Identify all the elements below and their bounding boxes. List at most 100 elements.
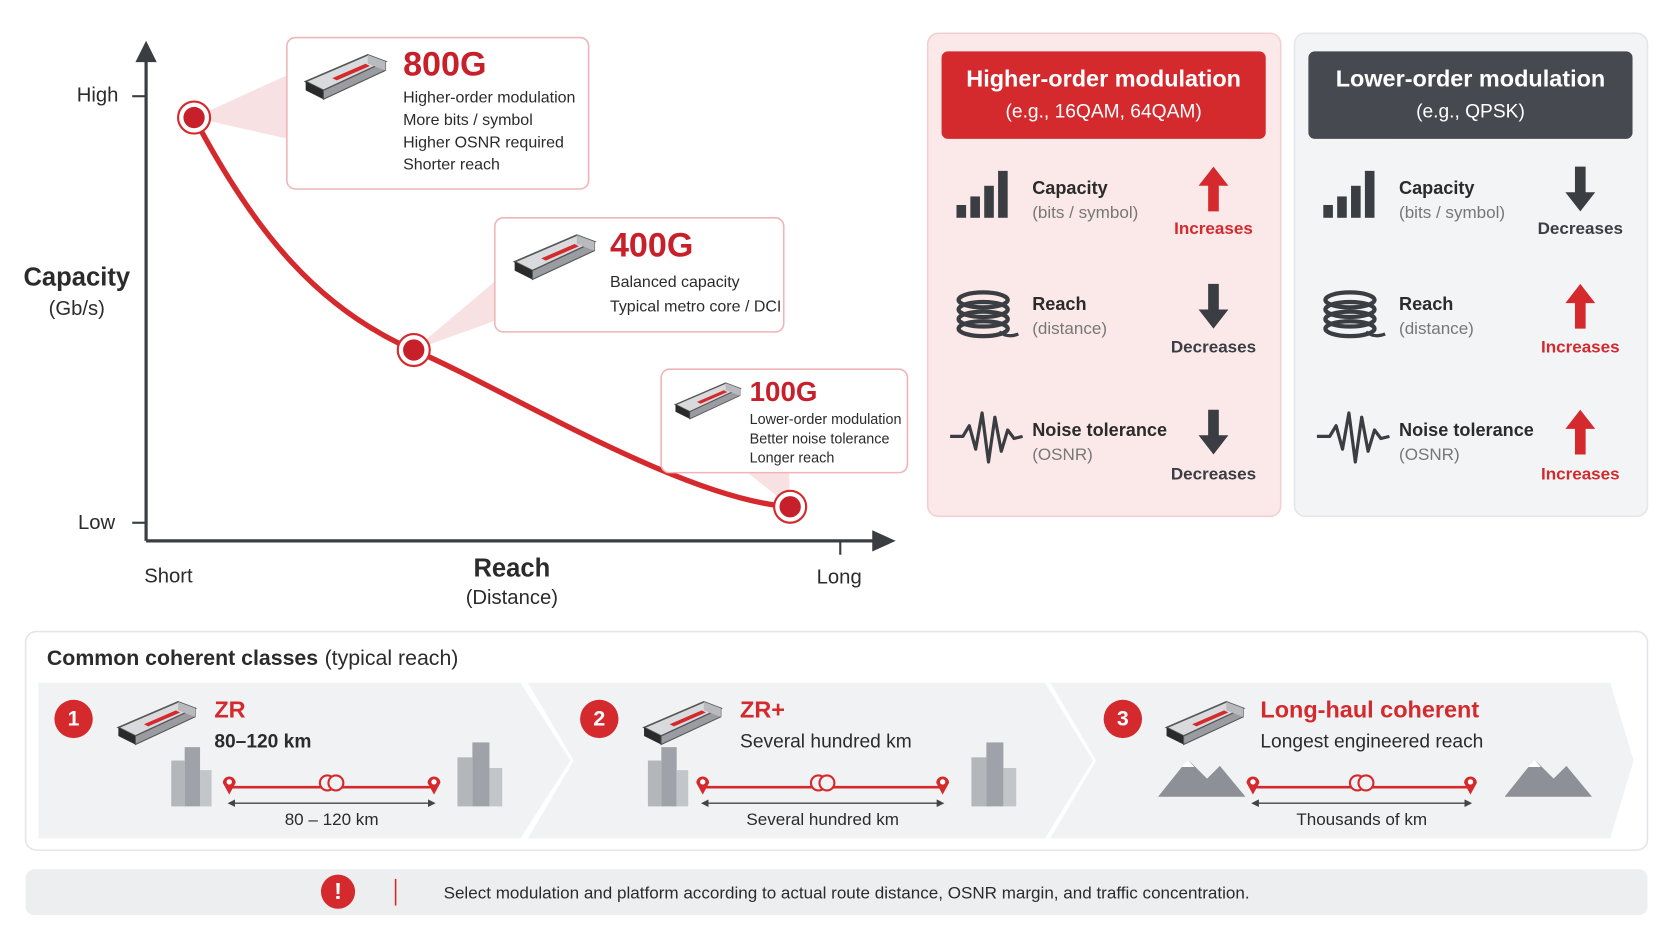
building — [171, 760, 185, 807]
panel-bg — [926, 32, 1282, 518]
row-sub: (distance) — [1032, 319, 1107, 338]
class-reach: Several hundred km — [740, 731, 912, 752]
y-axis-arrow — [135, 40, 157, 63]
row-label: Capacity — [1399, 178, 1475, 198]
coil-icon — [956, 319, 1010, 339]
callout-line: Typical metro core / DCI — [610, 299, 781, 316]
wave-icon — [1316, 411, 1390, 464]
bars-icon — [984, 185, 994, 218]
coil-icon — [956, 309, 1010, 329]
panel-title: Lower-order modulation — [1336, 65, 1606, 91]
callout-title: 800G — [403, 45, 486, 83]
class-number: 2 — [593, 707, 605, 731]
callout-line: More bits / symbol — [403, 112, 533, 129]
x-short: Short — [144, 565, 193, 587]
point — [183, 106, 205, 129]
mountain — [1504, 759, 1593, 797]
fiber-coil — [1357, 774, 1375, 792]
building — [200, 770, 212, 807]
bars-icon — [956, 204, 967, 218]
row-label: Noise tolerance — [1399, 420, 1534, 440]
trend-arrow — [1198, 283, 1229, 329]
y-high: High — [77, 85, 119, 107]
panel-header — [1308, 51, 1633, 139]
class-name: ZR+ — [740, 697, 785, 723]
panel-subtitle: (e.g., 16QAM, 64QAM) — [1006, 101, 1202, 122]
row-sub: (OSNR) — [1399, 445, 1460, 464]
classes-heading: Common coherent classes (typical reach) — [47, 646, 458, 670]
trend-arrow — [1198, 166, 1229, 212]
pin-dot — [1250, 779, 1256, 785]
class-name: Long-haul coherent — [1260, 697, 1479, 723]
span-label: Thousands of km — [1296, 810, 1427, 829]
row-sub: (OSNR) — [1032, 445, 1093, 464]
bars-icon — [1364, 170, 1375, 218]
building — [647, 760, 662, 807]
point — [403, 339, 425, 361]
pin — [696, 776, 710, 795]
row-label: Capacity — [1032, 178, 1108, 198]
wave-icon — [950, 411, 1023, 464]
row-status: Increases — [1541, 464, 1620, 483]
callout-line: Higher-order modulation — [403, 90, 575, 107]
note-icon — [320, 874, 356, 909]
trend-arrow — [1565, 166, 1596, 212]
x-long: Long — [817, 567, 862, 589]
callout-wedge — [194, 74, 288, 139]
class-number-badge — [1103, 699, 1143, 739]
pin-dot — [431, 779, 437, 785]
building — [457, 757, 473, 807]
callout-line: Balanced capacity — [610, 274, 740, 291]
trend-arrow — [1565, 283, 1596, 329]
building — [489, 768, 503, 807]
mountain-snow — [1528, 759, 1541, 767]
row-label: Noise tolerance — [1032, 420, 1167, 440]
bars-icon — [1337, 196, 1347, 218]
class-reach: Longest engineered reach — [1260, 731, 1483, 752]
class-reach: 80–120 km — [214, 731, 311, 752]
span-label: Several hundred km — [746, 810, 899, 829]
bars-icon — [970, 196, 980, 218]
building — [472, 742, 490, 807]
coil-icon — [956, 299, 1010, 320]
pin — [1246, 776, 1260, 795]
y-axis-label: Capacity — [23, 263, 130, 291]
coil-icon — [1323, 309, 1377, 329]
callout-wedge — [413, 279, 497, 351]
coil-icon — [956, 290, 1010, 310]
coil-icon — [998, 330, 1019, 338]
callout-title: 400G — [610, 227, 693, 265]
pin — [427, 776, 441, 795]
coil-icon — [1323, 299, 1377, 320]
row-label: Reach — [1399, 294, 1453, 314]
row-status: Increases — [1541, 337, 1620, 356]
building — [676, 770, 689, 807]
row-sub: (distance) — [1399, 319, 1474, 338]
callout-line: Shorter reach — [403, 157, 500, 174]
mountain-snow — [1181, 759, 1195, 767]
building — [661, 747, 677, 807]
x-axis-label: Reach — [473, 554, 550, 582]
pin — [222, 776, 236, 795]
pin-dot — [226, 779, 232, 785]
row-status: Decreases — [1171, 464, 1256, 483]
note-icon-text: ! — [334, 878, 342, 904]
pin-dot — [700, 779, 706, 785]
callout-line: Lower-order modulation — [750, 412, 902, 428]
row-sub: (bits / symbol) — [1399, 203, 1505, 222]
panel-title: Higher-order modulation — [966, 65, 1241, 91]
building — [986, 742, 1004, 807]
panel-bg — [1293, 32, 1649, 518]
fiber-coil — [818, 774, 836, 792]
fiber-coil — [327, 774, 345, 792]
class-name: ZR — [214, 697, 245, 723]
bars-icon — [1323, 204, 1333, 218]
building — [971, 757, 987, 807]
trend-arrow — [1198, 409, 1229, 455]
note-bar — [25, 869, 1648, 916]
span-label: 80 – 120 km — [285, 810, 379, 829]
row-status: Decreases — [1171, 337, 1256, 356]
callout-line: Longer reach — [750, 451, 835, 467]
point — [779, 496, 801, 518]
